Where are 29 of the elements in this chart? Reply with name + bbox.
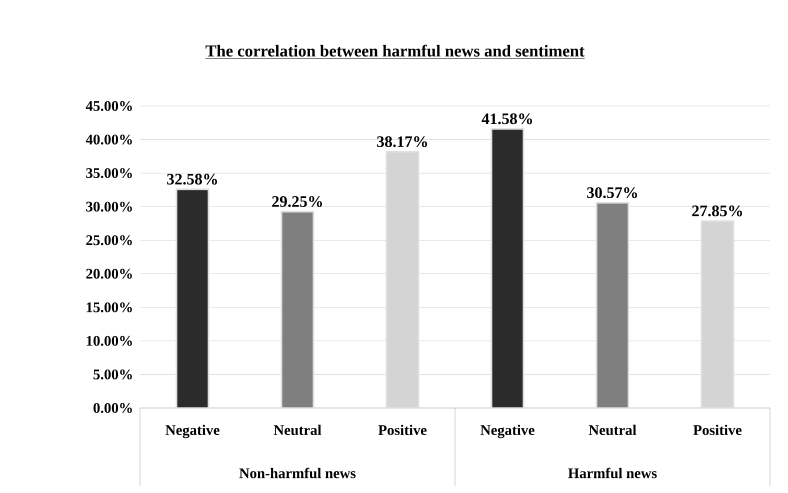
- x-tick-label: Neutral: [274, 424, 322, 436]
- y-tick-label: 35.00%: [86, 168, 132, 178]
- x-tick-label: Negative: [165, 424, 220, 438]
- text: Harmful news: [568, 468, 657, 478]
- data-label: 41.58%: [482, 113, 532, 124]
- bar: [596, 202, 630, 409]
- bar: [176, 188, 210, 409]
- text: Non-harmful news: [239, 468, 356, 478]
- y-tick-label: 20.00%: [86, 268, 132, 279]
- y-tick-label: 25.00%: [86, 235, 132, 246]
- y-tick-label: 45.00%: [86, 101, 132, 111]
- y-tick-label: 15.00%: [86, 302, 132, 312]
- x-tick-label: Positive: [693, 424, 742, 436]
- x-tick-label: Neutral: [588, 424, 636, 436]
- x-tick-label: Negative: [480, 424, 534, 438]
- y-tick-label: 10.00%: [86, 336, 132, 346]
- y-tick-label: 40.00%: [86, 134, 132, 145]
- data-label: 30.57%: [587, 187, 637, 198]
- data-label: 29.25%: [272, 196, 322, 207]
- data-label: 38.17%: [377, 136, 427, 148]
- bar: [280, 210, 314, 409]
- data-label: 32.58%: [167, 174, 217, 185]
- data-label: 27.85%: [692, 206, 742, 216]
- y-tick-label: 30.00%: [86, 202, 132, 212]
- x-tick-label: Positive: [378, 424, 427, 436]
- chart-title: The correlation between harmful news and sentiment: [206, 44, 585, 57]
- bar: [490, 128, 524, 409]
- y-tick-label: 5.00%: [94, 369, 132, 380]
- y-tick-label: 0.00%: [94, 403, 132, 413]
